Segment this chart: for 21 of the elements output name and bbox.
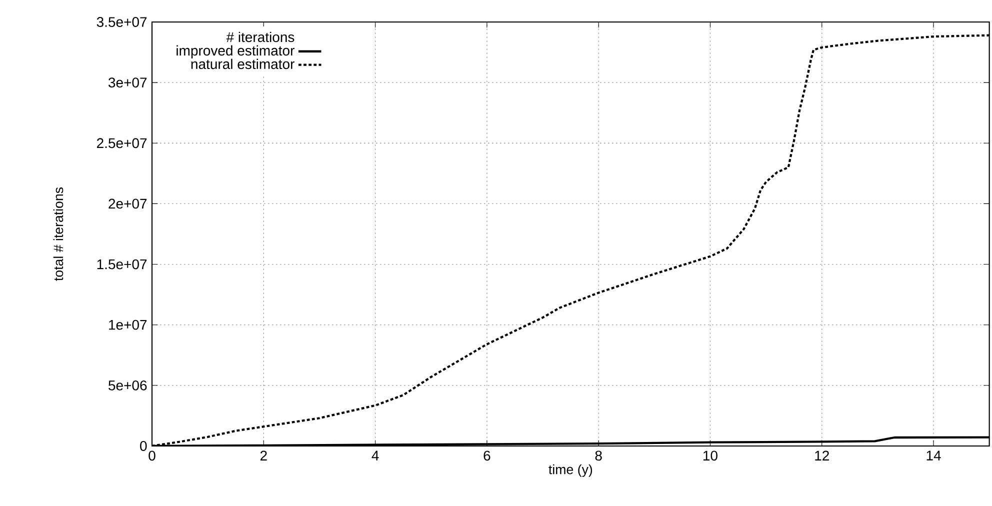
x-tick-label: 4 <box>372 450 379 460</box>
x-tick-label: 0 <box>148 450 156 461</box>
y-tick-label: 2.5e+07 <box>97 138 147 148</box>
x-tick-label: 12 <box>815 450 829 460</box>
y-tick-label: 5e+06 <box>108 380 147 390</box>
y-tick-label: 3.5e+07 <box>96 17 147 27</box>
x-tick-label: 14 <box>926 450 941 460</box>
x-tick-label: 6 <box>484 450 490 461</box>
x-tick-label: 2 <box>260 450 267 460</box>
legend-label: natural estimator <box>191 58 294 70</box>
y-axis-title: total # iterations <box>53 187 64 281</box>
y-tick-label: 0 <box>140 441 147 451</box>
y-tick-label: 3e+07 <box>108 78 147 88</box>
legend-title: # iterations <box>226 32 294 42</box>
x-axis-title: time (y) <box>548 464 592 477</box>
y-tick-label: 2e+07 <box>108 198 147 209</box>
y-tick-label: 1.5e+07 <box>97 259 147 270</box>
legend-label: improved estimator <box>176 45 294 58</box>
x-tick-label: 10 <box>704 450 718 461</box>
y-tick-label: 1e+07 <box>109 320 147 330</box>
x-tick-label: 8 <box>595 450 602 461</box>
